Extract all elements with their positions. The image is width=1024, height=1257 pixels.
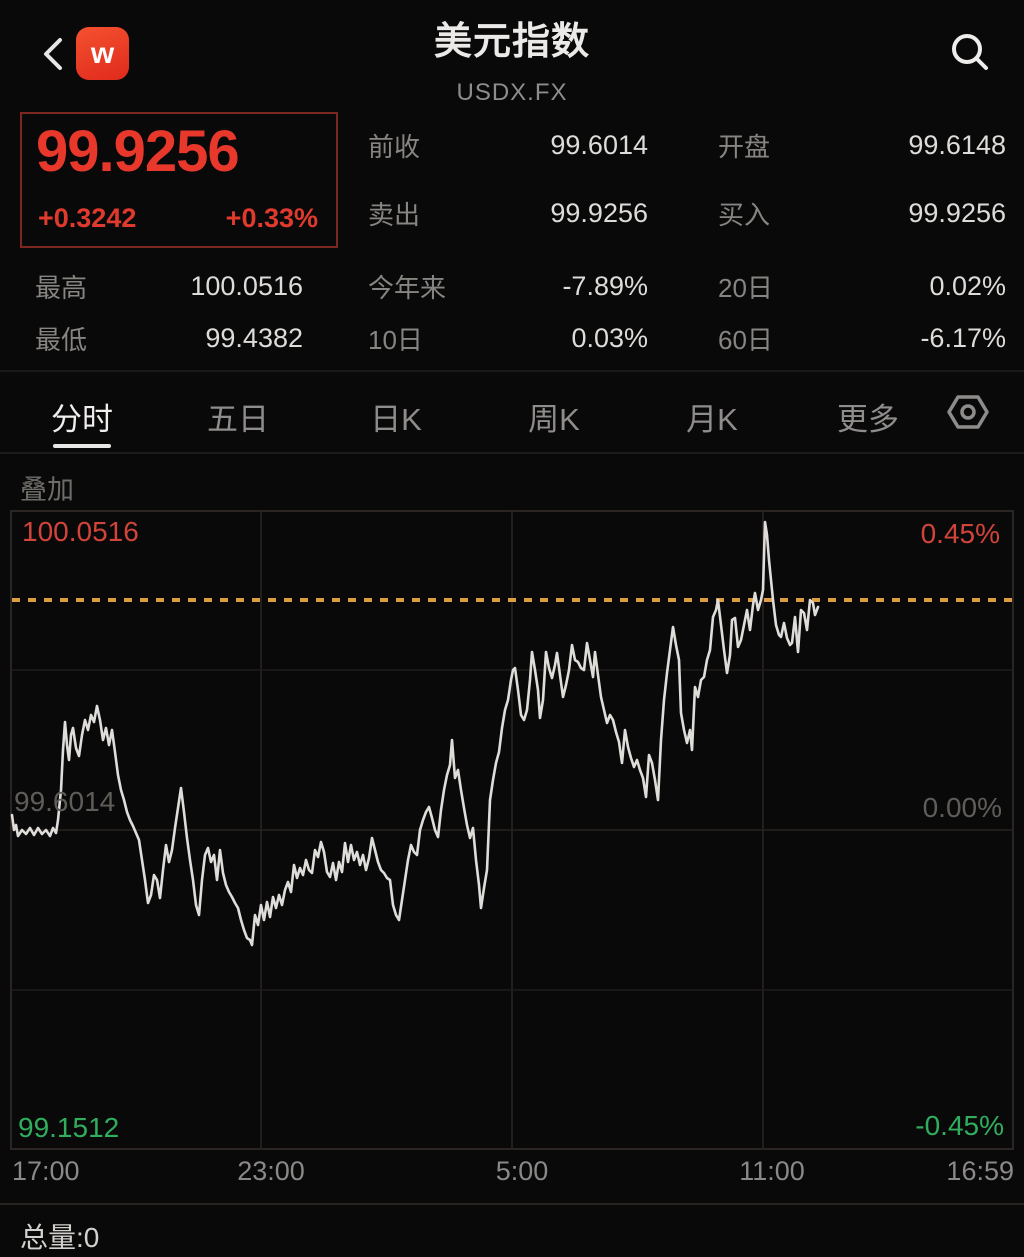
wind-logo-letter: w xyxy=(90,36,115,70)
x-tick: 16:59 xyxy=(946,1156,1014,1186)
quote-field-prev-close: 前收 99.6014 xyxy=(368,112,648,179)
stat-label: 最低 xyxy=(35,324,88,355)
tab-monthly[interactable]: 月K xyxy=(686,402,738,437)
y-label-low-price: 99.1512 xyxy=(18,1112,120,1143)
active-tab-underline xyxy=(53,444,111,448)
price-change: +0.3242 xyxy=(38,203,137,233)
stat-label: 今年来 xyxy=(368,272,447,303)
tab-5day[interactable]: 五日 xyxy=(207,402,269,437)
field-value: 99.6148 xyxy=(908,130,1006,160)
stat-20day: 20日 0.02% xyxy=(718,260,1006,312)
stat-value: -7.89% xyxy=(562,270,648,301)
stat-value: 0.02% xyxy=(929,270,1006,301)
y-label-low-pct: -0.45% xyxy=(915,1110,1004,1141)
stat-label: 20日 xyxy=(718,272,773,303)
header: w 美元指数 USDX.FX xyxy=(0,0,1024,106)
x-tick: 5:00 xyxy=(495,1156,549,1186)
search-icon[interactable] xyxy=(946,28,994,76)
price-change-pct: +0.33% xyxy=(225,203,318,233)
field-label: 前收 xyxy=(368,132,421,162)
divider xyxy=(0,370,1024,372)
price-change-row: +0.3242 +0.33% xyxy=(38,203,318,234)
x-axis: 17:00 23:00 5:00 11:00 16:59 xyxy=(10,1156,1014,1196)
total-volume-label: 总量:0 xyxy=(20,1222,100,1253)
stat-value: 0.03% xyxy=(571,322,648,353)
overlay-button[interactable]: 叠加 xyxy=(20,475,74,505)
stat-label: 10日 xyxy=(368,324,423,355)
title-block: 美元指数 USDX.FX xyxy=(200,10,824,107)
field-label: 卖出 xyxy=(368,200,421,230)
stat-ytd: 今年来 -7.89% xyxy=(368,260,648,312)
price-line xyxy=(10,520,820,947)
instrument-code: USDX.FX xyxy=(456,79,568,106)
chart-period-tabs: 分时 五日 日K 周K 月K 更多 xyxy=(0,372,1024,454)
field-label: 买入 xyxy=(718,200,771,230)
chart-settings-icon[interactable] xyxy=(944,388,992,436)
quote-field-ask: 卖出 99.9256 xyxy=(368,180,648,247)
x-tick: 23:00 xyxy=(237,1156,305,1186)
tab-intraday[interactable]: 分时 xyxy=(51,402,113,437)
stat-value: 99.4382 xyxy=(205,322,303,353)
y-label-high-pct: 0.45% xyxy=(920,518,1000,549)
x-tick: 17:00 xyxy=(12,1156,80,1186)
y-label-zero-pct: 0.00% xyxy=(922,792,1002,823)
last-price: 99.9256 xyxy=(36,119,240,184)
last-price-box: 99.9256 +0.3242 +0.33% xyxy=(20,112,338,248)
stat-label: 60日 xyxy=(718,324,773,355)
intraday-chart[interactable]: 100.0516 0.45% 99.6014 0.00% 99.1512 -0.… xyxy=(10,510,1014,1150)
x-tick: 11:00 xyxy=(739,1156,805,1186)
field-value: 99.6014 xyxy=(550,130,648,160)
field-label: 开盘 xyxy=(718,132,771,162)
y-label-prev-close: 99.6014 xyxy=(14,786,116,817)
back-icon[interactable] xyxy=(34,32,74,76)
divider xyxy=(0,1203,1024,1205)
stat-value: -6.17% xyxy=(920,322,1006,353)
tab-more[interactable]: 更多 xyxy=(837,402,899,437)
field-value: 99.9256 xyxy=(908,198,1006,228)
stat-10day: 10日 0.03% xyxy=(368,312,648,364)
stat-60day: 60日 -6.17% xyxy=(718,312,1006,364)
quote-field-bid: 买入 99.9256 xyxy=(718,180,1006,247)
stat-low: 最低 99.4382 xyxy=(35,312,303,364)
stat-value: 100.0516 xyxy=(190,270,303,301)
field-value: 99.9256 xyxy=(550,198,648,228)
y-label-high-price: 100.0516 xyxy=(22,516,139,547)
quote-field-open: 开盘 99.6148 xyxy=(718,112,1006,179)
page-title: 美元指数 xyxy=(433,21,590,63)
wind-logo[interactable]: w xyxy=(76,27,129,80)
tab-daily[interactable]: 日K xyxy=(370,402,422,437)
chart-canvas xyxy=(10,510,1014,1150)
tab-weekly[interactable]: 周K xyxy=(528,402,580,437)
stat-label: 最高 xyxy=(35,272,88,303)
stat-high: 最高 100.0516 xyxy=(35,260,303,312)
